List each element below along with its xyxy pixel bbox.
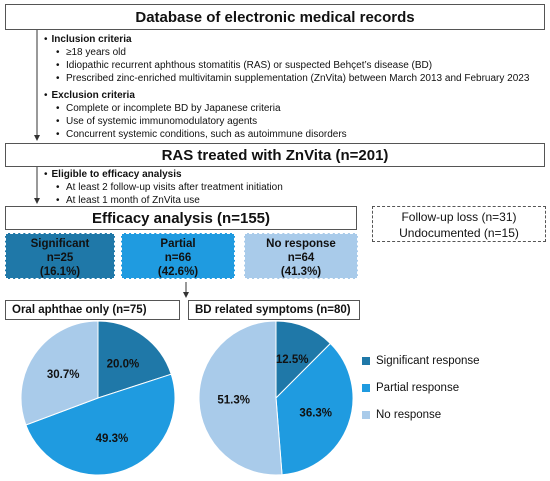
response-label: No response xyxy=(266,238,336,250)
inclusion-item: Prescribed zinc-enriched multivitamin su… xyxy=(44,72,529,85)
treated-box: RAS treated with ZnVita (n=201) xyxy=(5,143,545,167)
panel-title: BD related symptoms (n=80) xyxy=(195,304,351,316)
response-none: No response n=64 (41.3%) xyxy=(244,233,358,279)
legend-label: No response xyxy=(376,409,442,421)
efficacy-box: Efficacy analysis (n=155) xyxy=(5,206,357,230)
exclusion-item: Use of systemic immunomodulatory agents xyxy=(44,115,347,128)
pie-0-slice-none xyxy=(20,320,99,426)
pie-1-slice-none xyxy=(198,320,283,476)
pie-1-slice-significant xyxy=(275,320,332,400)
database-box: Database of electronic medical records xyxy=(5,4,545,30)
inclusion-item: ≥18 years old xyxy=(44,46,529,59)
panel-title: Oral aphthae only (n=75) xyxy=(12,304,147,316)
response-label: Significant xyxy=(30,238,90,250)
database-title: Database of electronic medical records xyxy=(135,8,415,26)
inclusion-item: Idiopathic recurrent aphthous stomatitis… xyxy=(44,59,529,72)
pie-0-label-none: 30.7% xyxy=(47,369,80,381)
response-pct: (41.3%) xyxy=(280,266,322,278)
legend-swatch xyxy=(362,411,370,419)
response-count: n=66 xyxy=(164,252,192,264)
eligibility-item: At least 1 month of ZnVita use xyxy=(44,194,283,207)
efficacy-title: Efficacy analysis (n=155) xyxy=(91,209,270,227)
eligibility-header: Eligible to efficacy analysis xyxy=(44,168,283,181)
excluded-box: Follow-up loss (n=31) Undocumented (n=15… xyxy=(372,206,546,242)
exclusion-block: Exclusion criteria Complete or incomplet… xyxy=(44,89,347,141)
response-pct: (16.1%) xyxy=(39,266,81,278)
pie-0-slice-significant xyxy=(97,320,172,399)
eligibility-block: Eligible to efficacy analysis At least 2… xyxy=(44,168,283,207)
eligibility-item: At least 2 follow-up visits after treatm… xyxy=(44,181,283,194)
undocumented: Undocumented (n=15) xyxy=(399,226,519,240)
pie-0-slice-partial xyxy=(25,373,176,476)
exclusion-item: Concurrent systemic conditions, such as … xyxy=(44,128,347,141)
legend-label: Partial response xyxy=(376,382,460,394)
pie-1-label-significant: 12.5% xyxy=(276,354,309,366)
legend-significant: Significant response xyxy=(362,355,480,367)
legend-swatch xyxy=(362,357,370,365)
response-count: n=25 xyxy=(46,252,74,264)
response-significant: Significant n=25 (16.1%) xyxy=(5,233,115,279)
panel-bd-symptoms: BD related symptoms (n=80) xyxy=(188,300,360,320)
response-count: n=64 xyxy=(287,252,315,264)
inclusion-block: Inclusion criteria ≥18 years old Idiopat… xyxy=(44,33,530,85)
pie-1-slice-partial xyxy=(275,342,354,476)
treated-title: RAS treated with ZnVita (n=201) xyxy=(161,146,389,164)
inclusion-header: Inclusion criteria xyxy=(44,33,529,46)
legend-label: Significant response xyxy=(376,355,480,367)
legend-none: No response xyxy=(362,409,441,421)
legend-partial: Partial response xyxy=(362,382,459,394)
panel-oral-aphthae: Oral aphthae only (n=75) xyxy=(5,300,180,320)
legend-swatch xyxy=(362,384,370,392)
exclusion-header: Exclusion criteria xyxy=(44,89,347,102)
followup-loss: Follow-up loss (n=31) xyxy=(401,210,517,224)
pie-0-label-partial: 49.3% xyxy=(96,433,129,445)
pie-0-label-significant: 20.0% xyxy=(107,359,140,371)
response-partial: Partial n=66 (42.6%) xyxy=(121,233,235,279)
exclusion-item: Complete or incomplete BD by Japanese cr… xyxy=(44,102,347,115)
response-label: Partial xyxy=(160,238,196,250)
pie-1-label-partial: 36.3% xyxy=(299,408,332,420)
pie-1-label-none: 51.3% xyxy=(217,395,250,407)
response-pct: (42.6%) xyxy=(157,266,199,278)
